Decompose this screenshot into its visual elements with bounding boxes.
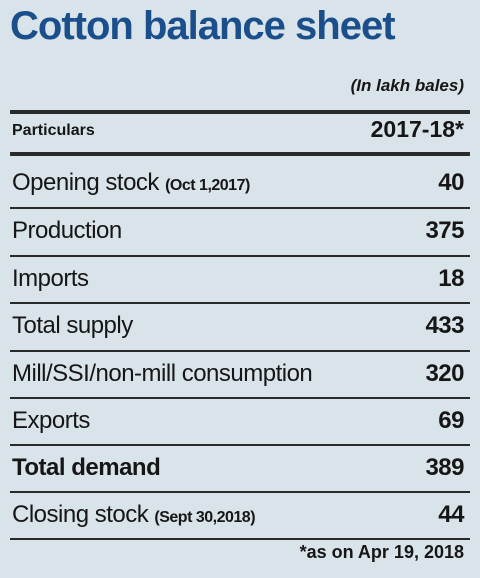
- column-header: Particulars: [12, 122, 95, 139]
- row: Opening stock (Oct 1,2017) 40: [12, 160, 464, 206]
- row-label: Total demand: [12, 454, 161, 481]
- row-label: Exports: [12, 407, 90, 434]
- row: Total demand 389: [12, 445, 464, 491]
- rule: [10, 444, 470, 446]
- rule: [10, 538, 470, 540]
- row-label: Imports: [12, 265, 89, 292]
- row-value: 18: [438, 265, 464, 292]
- row: Imports 18: [12, 256, 464, 302]
- column-header: 2017-18*: [370, 116, 464, 142]
- title: Cotton balance sheet: [10, 4, 396, 48]
- row-value: 389: [425, 454, 464, 481]
- row-label: Closing stock: [12, 501, 149, 528]
- footnote: *as on Apr 19, 2018: [299, 542, 464, 562]
- row-value: 375: [425, 217, 464, 244]
- row-note: (Sept 30,2018): [154, 509, 256, 526]
- rule: [10, 207, 470, 209]
- row: Closing stock (Sept 30,2018) 44: [12, 492, 464, 538]
- rule: [10, 152, 470, 156]
- rule: [10, 302, 470, 304]
- row-value: 320: [425, 360, 464, 387]
- row-value: 40: [438, 169, 464, 196]
- row: Exports 69: [12, 398, 464, 444]
- row: Total supply 433: [12, 303, 464, 349]
- row-value: 433: [425, 312, 464, 339]
- rule: [10, 491, 470, 493]
- row-note: (Oct 1,2017): [165, 177, 250, 194]
- row-label: Production: [12, 217, 122, 244]
- rule: [10, 110, 470, 114]
- rule: [10, 397, 470, 399]
- row: Production 375: [12, 208, 464, 254]
- row-label: Mill/SSI/non-mill consumption: [12, 360, 313, 387]
- unit: (In lakh bales): [350, 76, 464, 95]
- row-value: 69: [438, 407, 464, 434]
- row-value: 44: [438, 501, 464, 528]
- row-label: Total supply: [12, 312, 133, 339]
- rule: [10, 350, 470, 352]
- row-label: Opening stock: [12, 169, 159, 196]
- rule: [10, 255, 470, 257]
- row: Mill/SSI/non-mill consumption 320: [12, 351, 464, 397]
